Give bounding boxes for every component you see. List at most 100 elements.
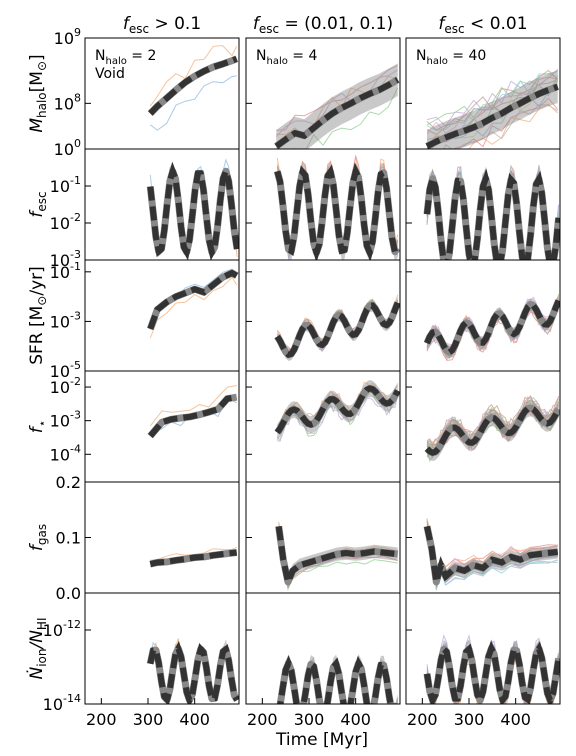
x-tick-label: 300: [133, 710, 164, 729]
median-line: [148, 394, 238, 438]
panel-col1-fstar: [147, 385, 238, 439]
column-title-3: fesc < 0.01: [438, 14, 527, 36]
median-line: [147, 640, 239, 704]
panel-col2-mhalo: [274, 63, 400, 149]
panel-frame: [84, 592, 240, 705]
y-tick-label: 10-12: [43, 618, 81, 640]
median-line: [148, 56, 238, 116]
median-line: [424, 168, 560, 260]
x-tick-label: 400: [500, 710, 531, 729]
median-line: [424, 299, 560, 356]
y-tick-label: 10-5: [50, 359, 81, 381]
median-line: [425, 83, 559, 149]
y-axis-label-mhalo: Mhalo[M⊙]: [27, 54, 49, 132]
individual-curve: [149, 45, 238, 107]
y-axis-label-fstar: f⋆: [27, 420, 49, 434]
column-title-1: fesc > 0.1: [123, 14, 201, 36]
y-tick-label: 108: [54, 91, 81, 113]
individual-curve: [275, 69, 398, 137]
individual-curve: [426, 396, 560, 451]
y-tick-label: 10-1: [50, 174, 81, 196]
y-axis-label-fesc: fesc: [27, 191, 49, 217]
x-tick-label: 400: [340, 710, 371, 729]
x-tick-label: 300: [454, 710, 485, 729]
panel-col2-sfr: [274, 294, 400, 361]
median-line: [424, 404, 560, 456]
median-underlay: [147, 269, 239, 331]
individual-curve: [468, 103, 559, 149]
median-underlay: [147, 55, 239, 116]
x-tick-label: 300: [294, 710, 325, 729]
individual-curve: [426, 394, 560, 446]
median-line: [274, 162, 400, 260]
y-tick-label: 109: [54, 26, 81, 48]
panel-frame: [84, 481, 240, 594]
panel-col2-fesc: [273, 154, 400, 260]
panel-col3-nion: [423, 633, 560, 704]
panel-frame: [245, 481, 401, 594]
individual-curve: [426, 69, 559, 131]
x-tick-label: 400: [179, 710, 210, 729]
panel-col1-sfr: [147, 268, 239, 339]
panel-col1-fesc: [146, 158, 239, 260]
panel-col3-fgas: [423, 518, 559, 591]
individual-curve: [426, 68, 559, 127]
individual-curve: [426, 72, 558, 126]
y-tick-label: 10-3: [50, 248, 81, 270]
spread-band: [276, 63, 398, 149]
individual-curve: [277, 394, 399, 442]
y-tick-label: 0.2: [56, 473, 81, 492]
y-axis-label-sfr: SFR [M⊙/yr]: [27, 266, 49, 365]
individual-curve: [276, 65, 398, 131]
x-tick-label: 200: [86, 710, 117, 729]
panel-col3-mhalo: [425, 68, 559, 149]
median-line: [424, 640, 560, 704]
panel-col1-mhalo: [147, 45, 239, 131]
median-line: [147, 269, 239, 330]
panel-col3-fesc: [423, 164, 560, 260]
median-line: [275, 525, 399, 592]
panel-frame: [84, 37, 240, 150]
y-tick-label: 100: [54, 137, 81, 159]
panels-layer: [84, 37, 561, 705]
individual-curve: [426, 395, 560, 447]
column-title-2: fesc = (0.01, 0.1): [253, 14, 393, 36]
panel-col2-fgas: [275, 519, 399, 592]
median-line: [149, 549, 238, 568]
panel-frame: [405, 592, 561, 705]
y-axis-label-nion: Ṅion/NHI: [26, 617, 49, 679]
median-line: [277, 655, 400, 704]
panel-frame: [84, 259, 240, 372]
median-line: [424, 525, 559, 583]
halo-count-annotation: Void: [95, 66, 125, 82]
y-tick-label: 10-4: [50, 442, 81, 464]
individual-curve: [149, 276, 238, 339]
individual-curve: [149, 385, 237, 427]
panel-col1-fgas: [149, 546, 238, 568]
median-line: [274, 301, 400, 359]
x-tick-label: 200: [407, 710, 438, 729]
x-axis-label: Time [Myr]: [275, 730, 368, 750]
y-tick-label: 0.1: [56, 529, 81, 548]
median-line: [274, 77, 400, 149]
individual-curve: [443, 104, 558, 149]
y-tick-label: 10-14: [43, 692, 81, 714]
labels-layer: 10910810010-110-210-310-110-310-510-210-…: [26, 14, 531, 750]
y-tick-label: 10-3: [50, 409, 81, 431]
y-tick-label: 0.0: [56, 584, 81, 603]
panel-col1-nion: [146, 638, 239, 704]
median-line: [274, 385, 400, 435]
y-tick-label: 10-2: [50, 375, 81, 397]
y-tick-label: 10-1: [50, 260, 81, 282]
individual-curve: [149, 75, 237, 131]
halo-count-annotation: Nhalo = 4: [256, 48, 317, 67]
halo-count-annotation: Nhalo = 2: [95, 48, 156, 67]
y-tick-label: 10-2: [50, 211, 81, 233]
panel-col2-nion: [276, 654, 400, 704]
panel-col3-sfr: [423, 293, 560, 361]
median-line: [147, 161, 239, 260]
individual-curve: [453, 97, 559, 149]
y-axis-label-fgas: fgas: [27, 524, 49, 551]
x-tick-label: 200: [247, 710, 278, 729]
